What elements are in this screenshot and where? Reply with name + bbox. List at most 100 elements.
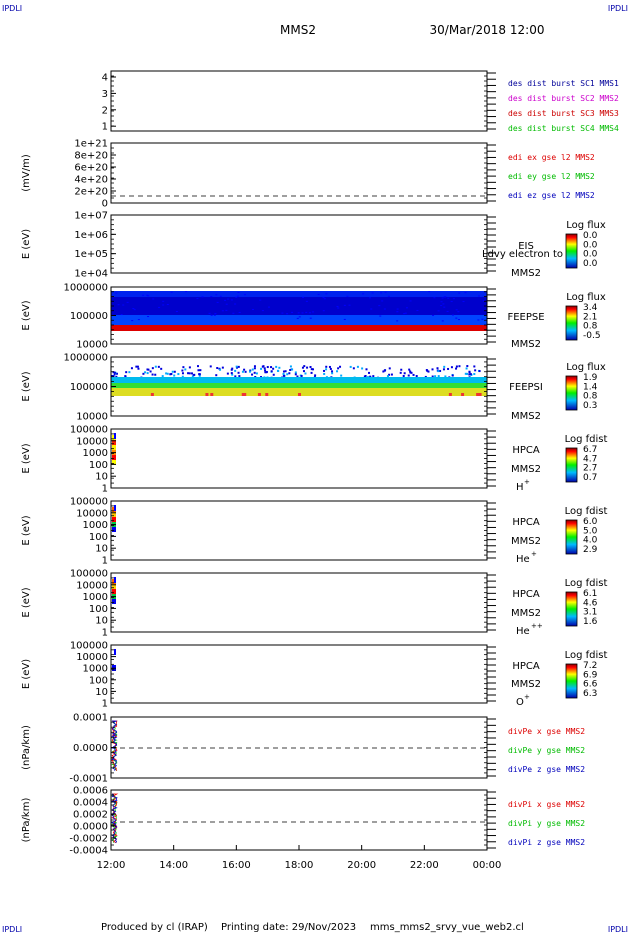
x-tick-label: 16:00 (222, 860, 251, 871)
corner-label-top-left: IPDLI (2, 4, 22, 13)
feepsi-flux-pixel (260, 375, 263, 378)
feepse-flux-pixel (443, 306, 446, 308)
feepse-flux-pixel (213, 314, 216, 316)
feepsi-flux-pixel (113, 371, 116, 374)
feepsi-flux-pixel (199, 369, 202, 372)
colorbar-tick-label: 3.4 (583, 303, 598, 313)
colorbar-tick-label: 0.7 (583, 473, 597, 483)
feepse-flux-pixel (301, 312, 304, 314)
feepsi-flux-pixel (193, 373, 196, 376)
colorbar-tick-label: 1.4 (583, 382, 598, 392)
species-label: He (516, 554, 530, 565)
feepsi-flux-pixel-high (297, 393, 301, 396)
feepsi-flux-pixel (412, 373, 415, 376)
feepsi-flux-pixel (407, 374, 410, 377)
feepsi-flux-pixel (291, 368, 294, 371)
feepsi-flux-pixel-high (476, 393, 480, 396)
feepsi-flux-band-cyan (111, 377, 487, 384)
x-tick-label: 14:00 (159, 860, 188, 871)
feepsi-flux-pixel (478, 370, 481, 373)
feepse-flux-pixel (477, 295, 480, 297)
feepse-flux-pixel (210, 314, 213, 316)
feepsi-flux-band-green (111, 383, 487, 389)
feepse-flux-pixel (455, 309, 458, 311)
feepse-flux-pixel (432, 314, 435, 316)
feepse-flux-pixel (384, 291, 387, 293)
panel-feepse: 1000000 100000 10000 E (eV) FEEPSE MMS2 Log fl… (21, 283, 606, 351)
feepsi-flux-pixel (329, 367, 332, 370)
hpca-flux-pixel (112, 589, 116, 594)
y-tick-label: 10 (95, 687, 108, 698)
feepse-flux-pixel (117, 304, 120, 306)
feepse-flux-pixel (309, 317, 312, 319)
y-axis-label: E (eV) (21, 300, 32, 330)
colorbar (565, 305, 578, 341)
feepse-flux-pixel (440, 305, 443, 307)
feepsi-flux-pixel (125, 371, 128, 374)
feepsi-flux-pixel (182, 366, 185, 369)
hpca-flux-pixel (112, 440, 116, 445)
y-axis-label: E (eV) (21, 515, 32, 545)
feepsi-flux-pixel (253, 371, 256, 374)
feepsi-flux-pixel (181, 375, 184, 378)
colorbar-title: Log flux (566, 220, 606, 231)
feepsi-flux-pixel (409, 370, 412, 373)
feepsi-flux-pixel (251, 368, 254, 371)
feepse-flux-pixel (452, 298, 455, 300)
feepsi-flux-pixel (431, 368, 434, 371)
feepsi-flux-pixel (403, 372, 406, 375)
hpca-flux-pixel (112, 599, 116, 604)
feepsi-flux-pixel (253, 367, 256, 370)
feepsi-flux-pixel (270, 370, 273, 373)
feepsi-flux-pixel (425, 369, 428, 372)
hpca-flux-pixel (114, 433, 116, 439)
feepse-flux-pixel (441, 297, 444, 299)
feepsi-flux-pixel-high (265, 393, 269, 396)
feepse-flux-pixel (120, 314, 123, 316)
feepsi-flux-pixel-high (461, 393, 465, 396)
hpca-flux-pixel (114, 577, 116, 583)
feepsi-flux-pixel-high (257, 393, 261, 396)
feepse-flux-pixel (457, 319, 460, 321)
feepsi-flux-pixel (272, 367, 275, 370)
feepse-flux-pixel (443, 296, 446, 298)
y-tick-label: -0.0004 (69, 846, 108, 857)
panel-frame (110, 644, 488, 704)
spacecraft-label: MMS2 (511, 339, 541, 350)
feepsi-flux-pixel (278, 366, 281, 369)
spacecraft-label: MMS2 (511, 679, 541, 690)
feepsi-flux-pixel (415, 375, 418, 378)
y-tick-label: 0.0002 (73, 810, 108, 821)
feepse-flux-pixel (433, 297, 436, 299)
hpca-flux-pixel (112, 445, 116, 450)
feepsi-flux-pixel (466, 372, 469, 375)
feepse-flux-pixel (281, 312, 284, 314)
y-tick-label: 10000 (76, 412, 108, 423)
feepse-flux-pixel (232, 312, 235, 314)
y-tick-label: 4e+20 (74, 175, 108, 186)
colorbar-tick-label: 6.9 (583, 670, 598, 680)
feepsi-flux-pixel (473, 373, 476, 376)
feepsi-flux-pixel (325, 365, 328, 368)
feepsi-flux-pixel (188, 366, 191, 369)
colorbar-tick-label: 0.0 (583, 231, 598, 241)
feepse-flux-pixel (343, 304, 346, 306)
species-charge-label: + (524, 478, 530, 486)
species-label: O (516, 697, 524, 708)
feepsi-flux-pixel (238, 375, 241, 378)
hpca-flux-pixel (112, 512, 116, 517)
colorbar-tick-label: 1.9 (583, 373, 598, 383)
feepsi-flux-pixel (231, 367, 234, 370)
panel-frame (110, 716, 488, 779)
feepsi-flux-pixel (312, 368, 315, 371)
feepsi-flux-pixel (450, 366, 453, 369)
y-tick-label: 10000 (76, 436, 108, 447)
feepse-flux-pixel (322, 310, 325, 312)
y-axis-label: E (eV) (21, 659, 32, 689)
feepsi-flux-pixel (124, 375, 127, 378)
feepse-flux-pixel (158, 306, 161, 308)
feepse-flux-pixel (301, 296, 304, 298)
